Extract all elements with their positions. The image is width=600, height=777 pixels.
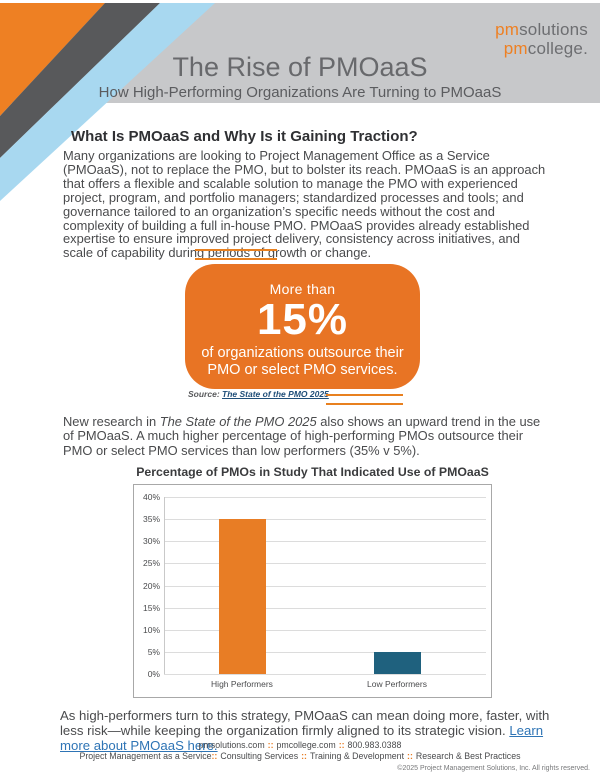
- intro-paragraph: Many organizations are looking to Projec…: [63, 148, 546, 261]
- footer-services-line: Project Management as a Service:: Consult…: [0, 751, 600, 761]
- gridline: [164, 607, 486, 609]
- gridline: [164, 629, 486, 631]
- footer-separator: ::: [211, 751, 218, 761]
- gridline: [164, 541, 486, 543]
- y-axis-tick-label: 0%: [147, 669, 160, 679]
- gridline: [164, 674, 486, 675]
- bar-low-performers: [374, 651, 421, 674]
- source-link[interactable]: The State of the PMO 2025: [222, 389, 329, 399]
- y-axis-tick-label: 10%: [142, 624, 160, 635]
- gridline: [164, 497, 486, 498]
- footer-pmsolutions-url[interactable]: pmsolutions.com: [198, 740, 265, 750]
- chart-title: Percentage of PMOs in Study That Indicat…: [136, 465, 489, 479]
- y-axis-tick-label: 40%: [142, 492, 160, 502]
- footer-separator: ::: [301, 751, 307, 761]
- logo-pm-orange: pm: [495, 20, 520, 39]
- y-axis-tick-label: 35%: [142, 514, 160, 525]
- footer-contact-line: pmsolutions.com:: pmcollege.com:: 800.983.…: [0, 740, 600, 750]
- learn-more-link[interactable]: Learn more about PMOaaS here.: [60, 723, 544, 754]
- callout-stat-value: 15%: [256, 295, 349, 344]
- corner-stripes-decoration: [0, 3, 215, 201]
- source-line: Source: The State of the PMO 2025: [188, 389, 329, 399]
- research-text-start: New research in: [63, 414, 160, 429]
- decorative-double-rule-top: [195, 249, 277, 266]
- page-subtitle: How High-Performing Organizations Are Tu…: [98, 84, 502, 101]
- logo-solutions-text: solutions: [519, 20, 588, 39]
- footer-service-1: Project Management as a Service: [79, 751, 212, 761]
- callout-lead-text: More than: [269, 281, 336, 297]
- x-axis-category-label: Low Performers: [367, 679, 427, 689]
- blue-stripe: [0, 3, 215, 201]
- footer-service-4: Research & Best Practices: [415, 751, 521, 761]
- page-title: The Rise of PMOaaS: [172, 52, 428, 82]
- y-axis-tick-label: 30%: [142, 536, 160, 547]
- research-report-title: The State of the PMO 2025: [159, 414, 317, 429]
- source-label: Source:: [188, 389, 220, 399]
- closing-text: As high-performers turn to this strategy…: [60, 708, 550, 739]
- chart-plot-area: 0% 5% 10% 15% 20% 25% 30% 35% 40% High Performers…: [133, 484, 492, 698]
- closing-paragraph: As high-performers turn to this strategy…: [60, 708, 550, 754]
- y-axis-tick-label: 25%: [142, 558, 160, 569]
- research-text-end: also shows an upward trend in the use of…: [63, 414, 541, 458]
- footer-phone: 800.983.0388: [347, 740, 402, 750]
- footer-pmcollege-url[interactable]: pmcollege.com: [276, 740, 336, 750]
- gridline: [164, 651, 486, 653]
- research-paragraph: New research in The State of the PMO 202…: [63, 414, 547, 458]
- y-axis-tick-label: 15%: [142, 602, 160, 613]
- logo-pmsolutions: pmsolutions: [495, 20, 588, 39]
- footer-service-3: Training & Development: [309, 751, 405, 761]
- gridline: [164, 563, 486, 565]
- logo-pmcollege: pmcollege.: [495, 39, 588, 58]
- x-axis-category-label: High Performers: [211, 679, 273, 689]
- callout-description: of organizations outsource their PMO or …: [201, 345, 404, 378]
- gridline: [164, 519, 486, 521]
- footer-separator: ::: [267, 740, 274, 750]
- y-axis-line: [164, 497, 165, 674]
- logo-pm-orange-2: pm: [503, 39, 528, 58]
- company-logo: pmsolutions pmcollege.: [495, 20, 588, 58]
- footer-separator: ::: [407, 751, 413, 761]
- footer-separator: ::: [338, 740, 345, 750]
- decorative-double-rule-bottom: [326, 394, 403, 411]
- footer-service-2: Consulting Services: [220, 751, 299, 761]
- section-heading: What Is PMOaaS and Why Is it Gaining Tra…: [71, 128, 418, 145]
- copyright-notice: ©2025 Project Management Solutions, Inc.…: [397, 765, 590, 772]
- stat-callout: More than 15% of organizations outsource…: [185, 264, 420, 389]
- y-axis-tick-label: 5%: [147, 646, 160, 657]
- bar-high-performers: [219, 519, 266, 674]
- logo-college-text: college.: [527, 39, 588, 58]
- gridline: [164, 585, 486, 587]
- y-axis-tick-label: 20%: [142, 580, 160, 591]
